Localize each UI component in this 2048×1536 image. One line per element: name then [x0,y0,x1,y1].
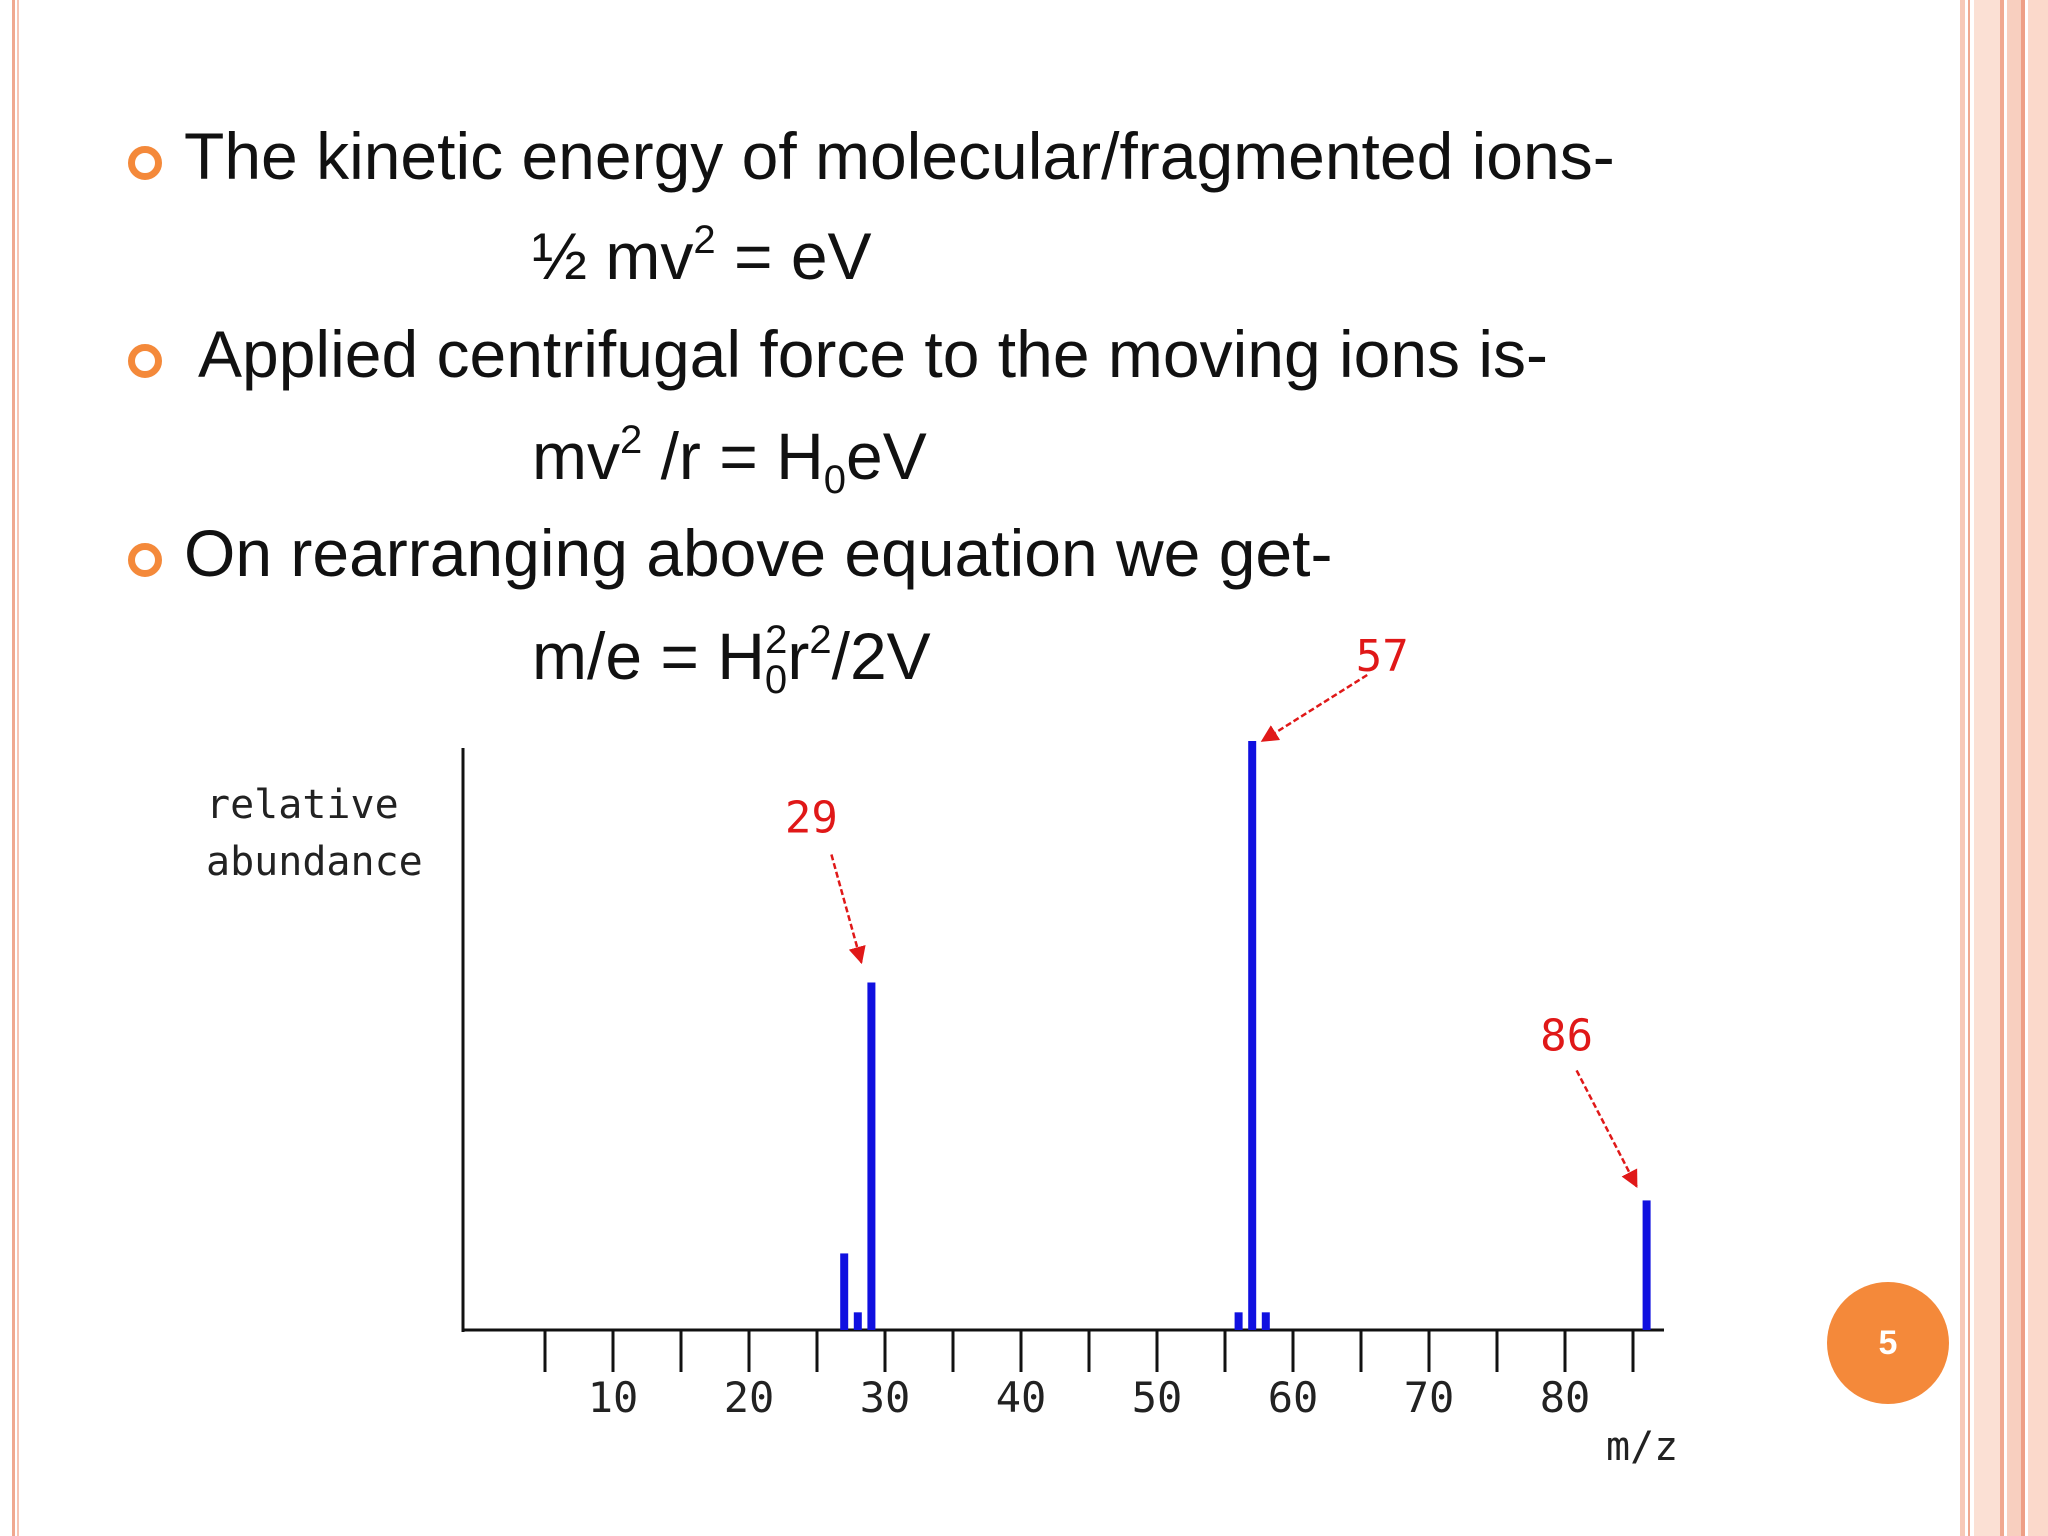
x-tick-label: 80 [1540,1373,1591,1422]
spectrum-bar [840,1253,849,1330]
x-tick-label: 20 [724,1373,775,1422]
spectrum-bar [1642,1200,1651,1330]
bullet-1-text: The kinetic energy of molecular/fragment… [184,119,1615,193]
annotation-arrow [830,854,866,965]
x-axis-label: m/z [1606,1424,1678,1470]
spectrum-bar [867,982,876,1330]
x-tick-label: 70 [1404,1373,1455,1422]
annotation-arrow [1260,673,1368,743]
right-border-decoration [1960,0,2048,1536]
bullet-icon [128,543,162,577]
x-tick-label: 40 [996,1373,1047,1422]
left-border [0,0,20,1536]
x-tick-label: 10 [588,1373,639,1422]
y-axis-label: abundance [206,839,423,885]
bullet-icon [128,344,162,378]
spectrum-bar [1248,741,1257,1330]
y-axis-label: relative [206,782,399,828]
annotation-arrow [1575,1069,1638,1188]
equation-2: mv2 /r = H0eV [532,418,927,502]
peak-annotation-label: 29 [785,792,838,843]
equation-3: m/e = H02r2/2V [532,618,931,702]
x-tick-label: 30 [860,1373,911,1422]
peak-annotation-label: 86 [1540,1010,1593,1061]
peak-annotation-label: 57 [1356,631,1409,682]
bullet-2-text: Applied centrifugal force to the moving … [198,317,1549,391]
spectrum-bar [1234,1312,1243,1330]
equation-1: ½ mv2 = eV [532,218,872,293]
bullet-3-text: On rearranging above equation we get- [184,516,1333,590]
x-tick-label: 50 [1132,1373,1183,1422]
chart-axes: 10 20 30 40 50 60 70 80 [461,748,1664,1422]
bullet-icon [128,146,162,180]
chart-annotations: 29 57 86 [785,631,1638,1188]
page-number-badge: 5 [1827,1282,1949,1404]
x-tick-label: 60 [1268,1373,1319,1422]
chart-bars [840,741,1651,1330]
spectrum-bar [1261,1312,1270,1330]
spectrum-bar [853,1312,862,1330]
